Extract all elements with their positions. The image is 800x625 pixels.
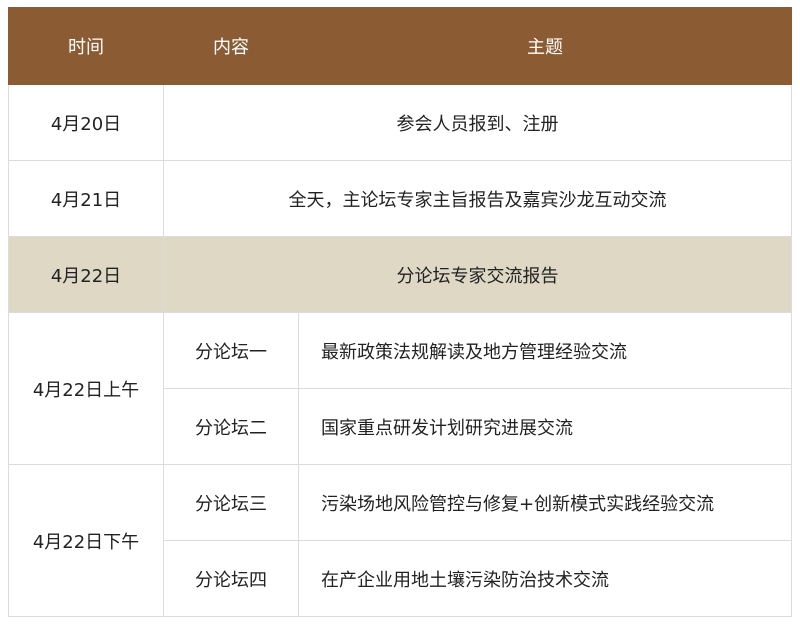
- date-cell: 4月21日: [8, 160, 164, 237]
- forum-theme-cell: 最新政策法规解读及地方管理经验交流: [298, 312, 792, 389]
- theme-cell: 分论坛专家交流报告: [163, 236, 792, 313]
- forum-name-cell: 分论坛二: [163, 388, 299, 465]
- table-row: 分论坛二 国家重点研发计划研究进展交流: [9, 388, 792, 465]
- forum-theme-cell: 国家重点研发计划研究进展交流: [298, 388, 792, 465]
- table-row: 4月22日上午 分论坛一 最新政策法规解读及地方管理经验交流: [8, 312, 792, 465]
- table-row: 4月21日 全天，主论坛专家主旨报告及嘉宾沙龙互动交流: [8, 160, 792, 237]
- header-content: 内容: [163, 7, 299, 85]
- table-row-highlight: 4月22日 分论坛专家交流报告: [8, 236, 792, 313]
- session-date-cell: 4月22日上午: [8, 312, 164, 465]
- header-time: 时间: [8, 7, 164, 85]
- header-theme: 主题: [298, 7, 792, 85]
- date-cell: 4月20日: [8, 84, 164, 161]
- schedule-table: 时间 内容 主题 4月20日 参会人员报到、注册 4月21日 全天，主论坛专家主…: [8, 7, 792, 617]
- session-date-cell: 4月22日下午: [8, 464, 164, 617]
- header-row: 时间 内容 主题: [8, 7, 792, 85]
- forum-name-cell: 分论坛一: [163, 312, 299, 389]
- date-cell: 4月22日: [8, 236, 164, 313]
- table-row: 4月22日下午 分论坛三 污染场地风险管控与修复+创新模式实践经验交流: [8, 464, 792, 617]
- forum-name-cell: 分论坛三: [163, 464, 299, 541]
- theme-cell: 全天，主论坛专家主旨报告及嘉宾沙龙互动交流: [163, 160, 792, 237]
- forum-name-cell: 分论坛四: [163, 540, 299, 617]
- table-row: 分论坛四 在产企业用地土壤污染防治技术交流: [9, 540, 792, 617]
- table-row: 4月20日 参会人员报到、注册: [8, 84, 792, 161]
- theme-cell: 参会人员报到、注册: [163, 84, 792, 161]
- forum-theme-cell: 在产企业用地土壤污染防治技术交流: [298, 540, 792, 617]
- forum-theme-cell: 污染场地风险管控与修复+创新模式实践经验交流: [298, 464, 792, 541]
